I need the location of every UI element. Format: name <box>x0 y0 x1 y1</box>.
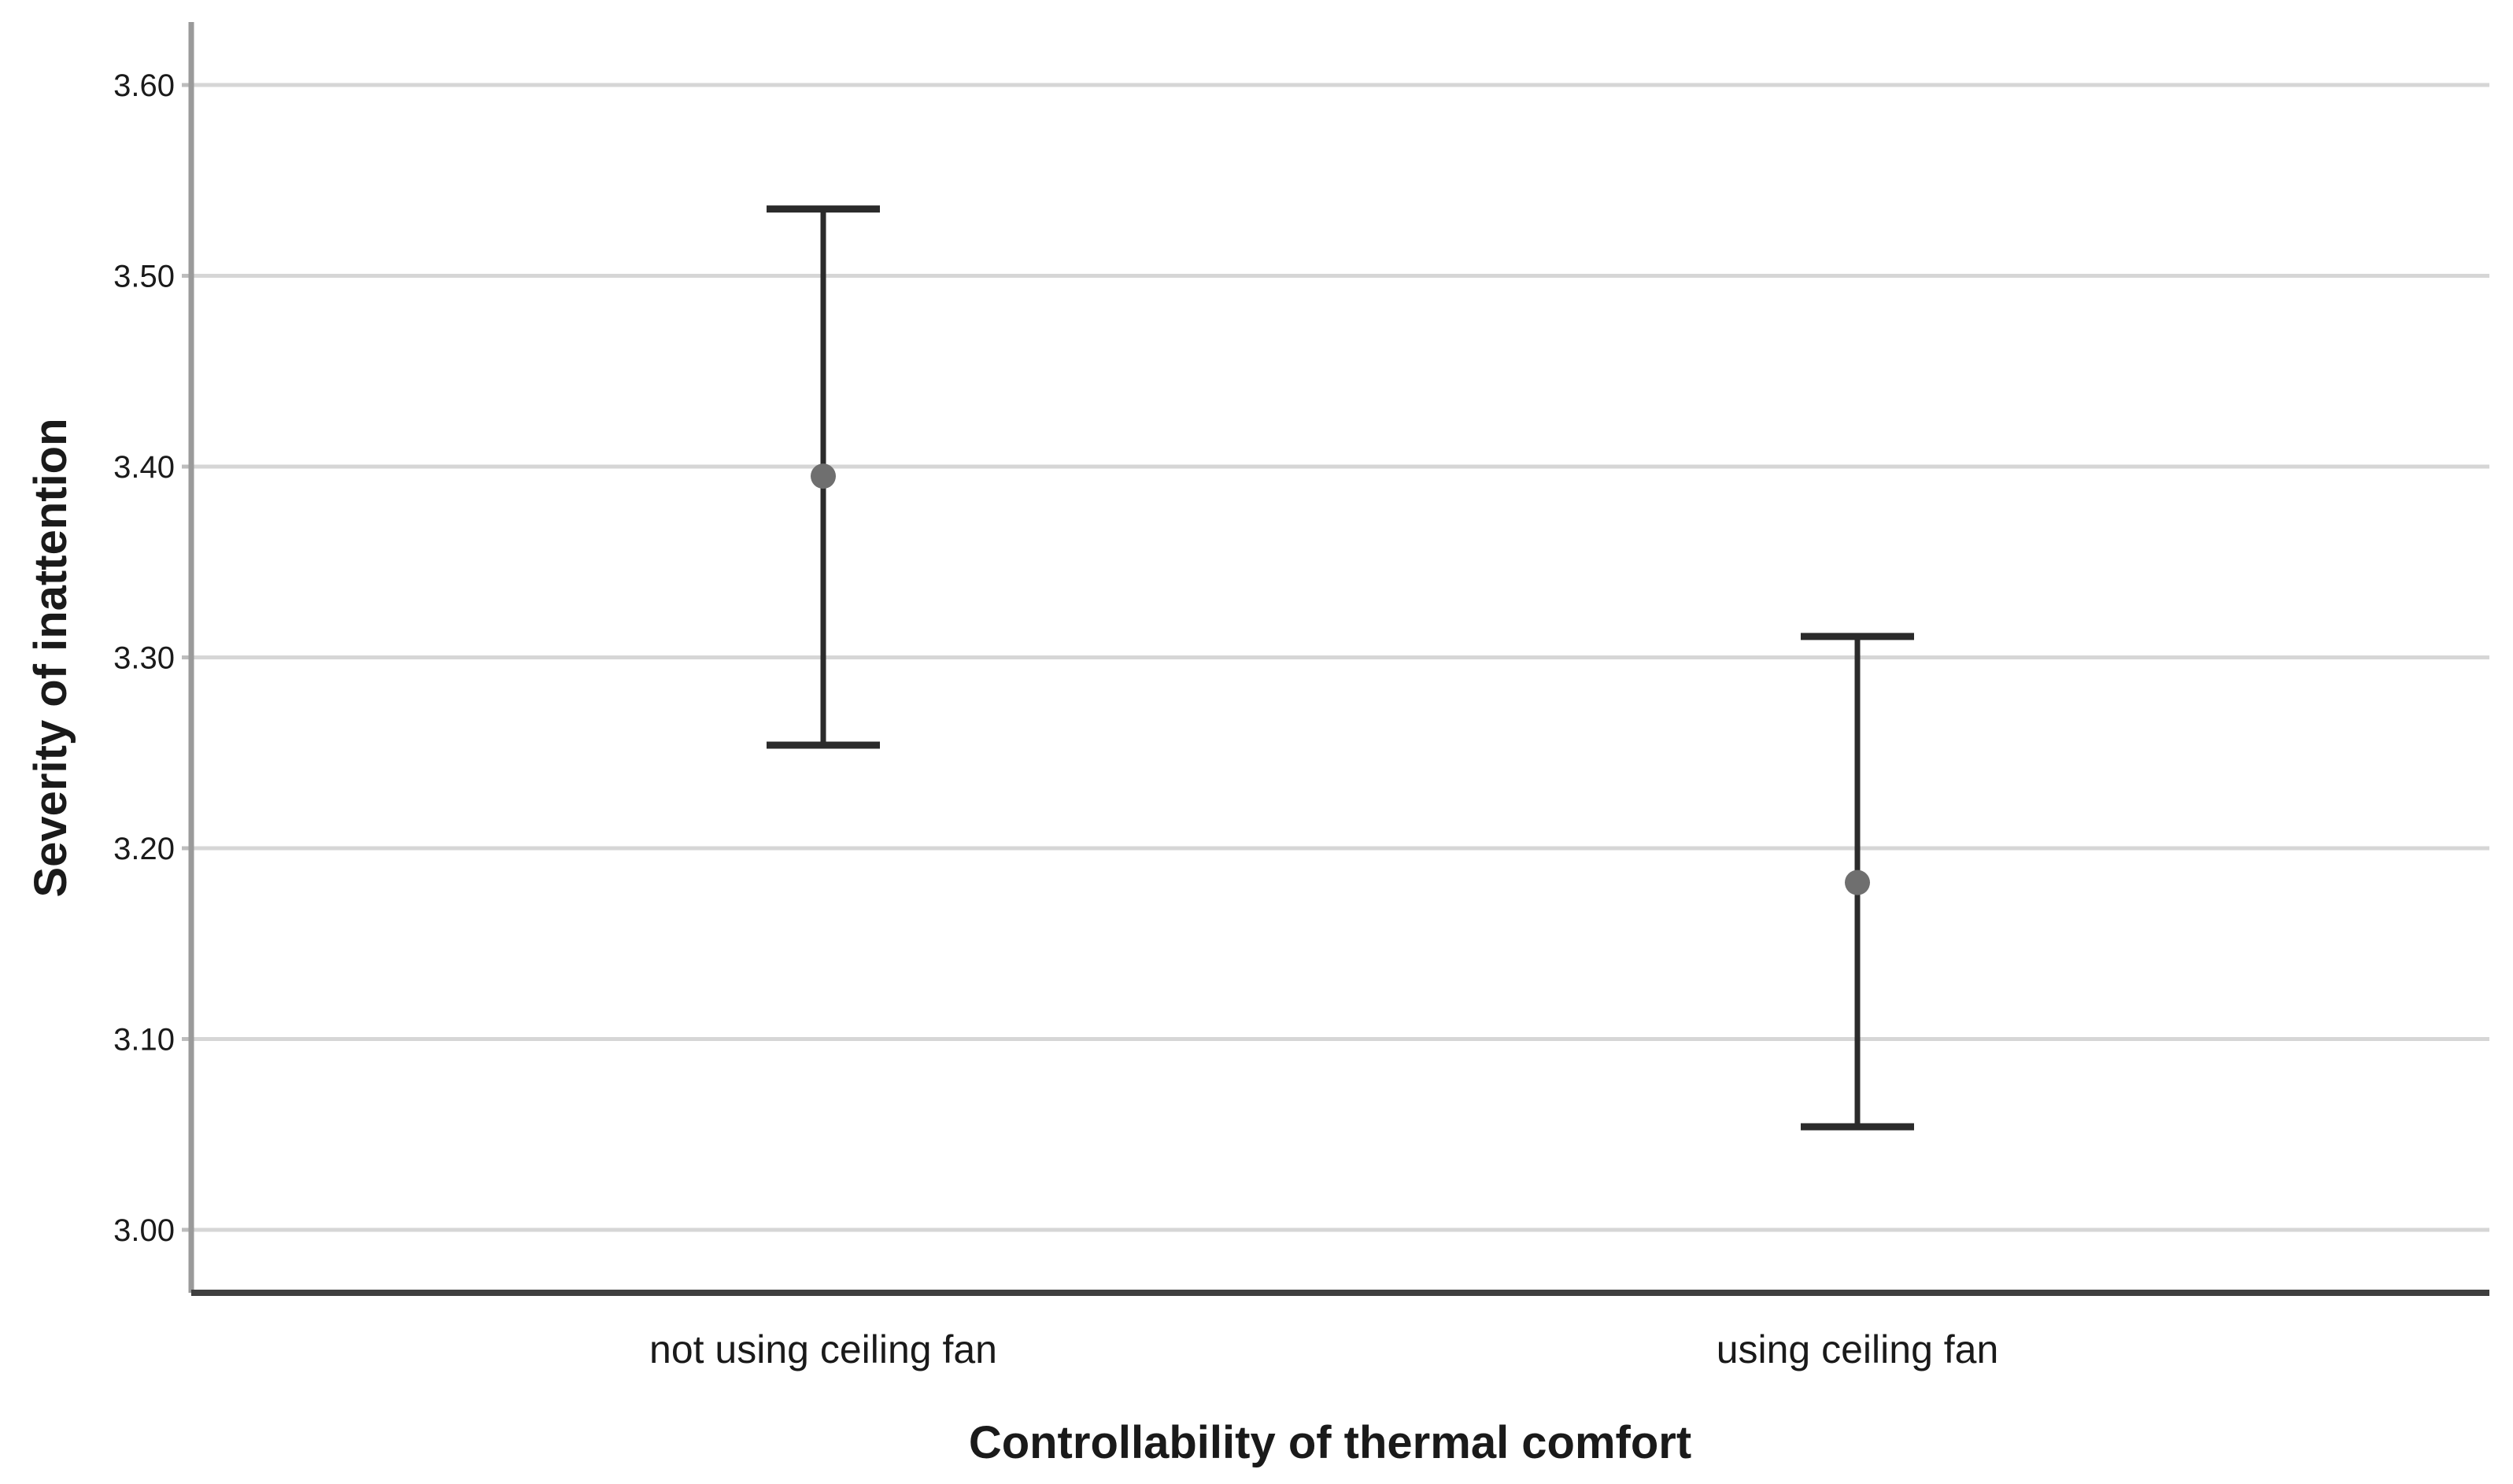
x-category-label: not using ceiling fan <box>649 1327 997 1371</box>
mean-point <box>1845 869 1870 895</box>
y-tick-label: 3.10 <box>113 1022 175 1057</box>
plot-area: 3.60 3.50 3.40 3.30 3.20 3.10 3.00 not using ce… <box>113 22 2489 1371</box>
y-tick-label: 3.50 <box>113 260 175 294</box>
x-category-label: using ceiling fan <box>1717 1327 1999 1371</box>
y-axis-title: Severity of inattention <box>25 418 76 897</box>
y-tick-label: 3.30 <box>113 641 175 676</box>
mean-point <box>811 463 836 489</box>
y-tick-label: 3.60 <box>113 68 175 103</box>
y-tick-label: 3.20 <box>113 832 175 866</box>
x-axis-title: Controllability of thermal comfort <box>969 1417 1691 1468</box>
y-tick-label: 3.40 <box>113 450 175 485</box>
y-tick-label: 3.00 <box>113 1213 175 1248</box>
